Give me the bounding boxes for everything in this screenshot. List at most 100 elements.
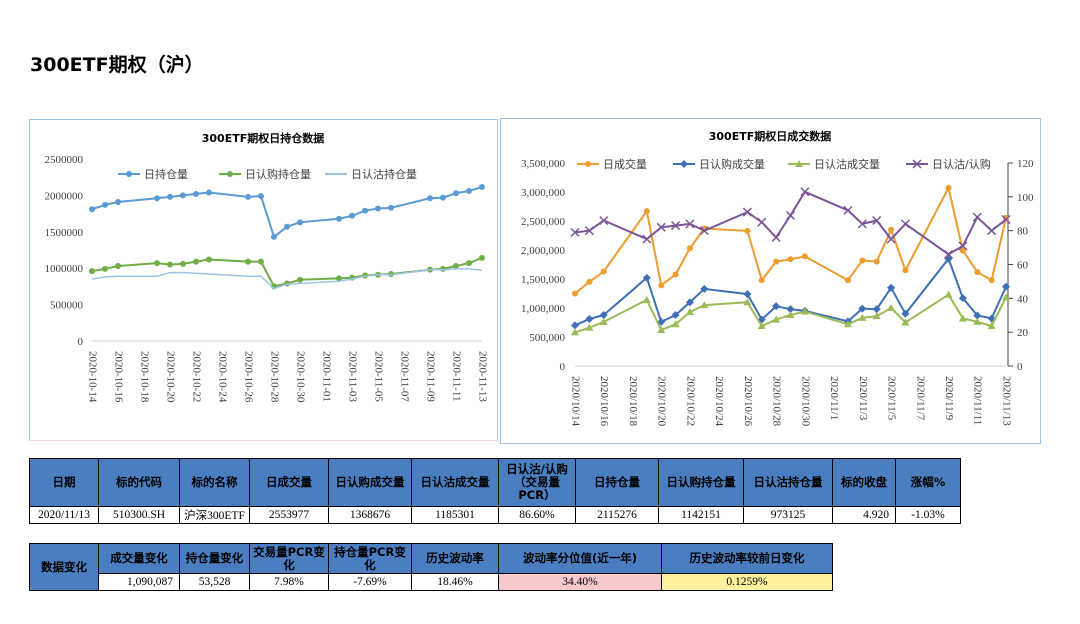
y-tick-label: 0 (78, 336, 84, 348)
data-point-b (771, 232, 781, 242)
data-point (297, 276, 303, 283)
cell-volume: 2553977 (249, 506, 329, 524)
data-point (206, 189, 212, 196)
data-point (771, 232, 781, 242)
data-point (180, 192, 186, 199)
data-point (958, 314, 967, 322)
data-point (167, 193, 173, 200)
x-tick-label: 2020/11/1 (828, 376, 840, 420)
data-point-b (857, 219, 867, 229)
y-tick-label: 1500000 (45, 227, 84, 239)
holdings-chart: 300ETF期权日持仓数据 2500000 2000000 1500000 100000… (45, 131, 489, 403)
data-point (600, 268, 607, 275)
data-point (1003, 214, 1009, 221)
legend-label: 日认沽/认购 (932, 157, 991, 171)
data-point (479, 254, 485, 261)
data-point (362, 207, 368, 214)
data-point (743, 298, 752, 306)
data-point (758, 277, 765, 284)
x-tick-label: 2020-11-05 (372, 351, 384, 402)
data-point (902, 267, 909, 274)
data-point (901, 309, 910, 318)
data-point (642, 295, 651, 303)
data-point (658, 282, 665, 289)
series-line-2 (91, 268, 483, 290)
data-point-b (599, 215, 609, 226)
data-point (571, 321, 579, 330)
data-point (773, 258, 780, 265)
page-title: 300ETF期权（沪） (30, 54, 204, 76)
cell-volume-pcr-change: 7.98% (249, 573, 329, 591)
y-tick-label: 2500000 (45, 154, 84, 166)
x-tick-label: 2020/11/3 (857, 376, 869, 421)
data-point (245, 258, 251, 265)
data-point (375, 205, 381, 212)
series-line-0 (574, 185, 1007, 295)
legend-label: 日持仓量 (144, 167, 188, 181)
legend-label: 日认沽成交量 (814, 157, 880, 171)
header-volume-change: 成交量变化 (98, 543, 180, 574)
data-point (901, 318, 910, 326)
x-tick-label: 2020/11/11 (972, 376, 984, 425)
data-point (193, 190, 199, 197)
cell-call-holdings: 1142151 (658, 506, 744, 524)
y-tick-label: 1000000 (45, 263, 84, 275)
data-point (89, 206, 95, 213)
x-tick-label: 2020/11/9 (943, 376, 955, 421)
y-tick-label: 500000 (50, 300, 84, 312)
data-point (671, 320, 680, 328)
data-point (858, 304, 867, 313)
data-point (167, 261, 173, 268)
data-point-b (757, 217, 767, 227)
data-point (89, 268, 95, 275)
data-point (672, 271, 679, 278)
header-call-holdings: 日认购持仓量 (658, 458, 744, 507)
data-point (115, 263, 121, 270)
data-point (193, 258, 199, 265)
x-tick-label: 2020/10/28 (771, 376, 783, 427)
header-volume-pcr-change: 交易量PCR变化 (249, 543, 329, 574)
data-point (959, 247, 966, 254)
x-tick-label: 2020-10-22 (190, 351, 202, 402)
y-right-tick-label: 120 (1017, 158, 1034, 170)
data-point-b (671, 221, 681, 231)
data-point (973, 311, 982, 320)
holdings-chart-panel: 300ETF期权日持仓数据 2500000 2000000 1500000 100000… (29, 119, 498, 441)
header-holdings-pcr-change: 持仓量PCR变化 (328, 543, 412, 574)
data-point (786, 305, 795, 314)
x-tick-label: 2020-10-18 (138, 351, 150, 403)
header-holdings-change: 持仓量变化 (179, 543, 250, 574)
data-point-b (785, 210, 796, 220)
data-point (973, 317, 982, 325)
data-point (657, 326, 666, 334)
data-point-b (872, 215, 882, 226)
data-point (944, 290, 953, 298)
y-right-tick-label: 0 (1017, 361, 1023, 373)
x-tick-label: 2020/10/20 (656, 376, 668, 427)
change-label: 数据变化 (29, 543, 99, 591)
data-point-b (642, 234, 652, 244)
header-close: 标的收盘 (832, 458, 896, 507)
data-point-b (944, 249, 954, 259)
legend-swatch-0-marker (126, 171, 132, 177)
cell-holdings-change: 53,528 (179, 573, 250, 591)
data-point-b (886, 234, 896, 244)
x-tick-label: 2020-11-09 (424, 351, 436, 402)
cell-name: 沪深300ETF (179, 506, 250, 524)
header-put-volume: 日认沽成交量 (411, 458, 499, 507)
cell-code: 510300.SH (98, 506, 180, 524)
data-point (987, 321, 996, 329)
data-point (800, 187, 810, 197)
x-tick-label: 2020/10/16 (598, 376, 610, 427)
cell-put-volume: 1185301 (411, 506, 499, 524)
y-right-tick-label: 20 (1017, 327, 1029, 339)
data-point (571, 328, 579, 336)
data-point (757, 217, 767, 227)
daily-data-table: 日期 标的代码 标的名称 日成交量 日认购成交量 日认沽成交量 日认沽/认购（交… (29, 458, 961, 524)
change-data-table: 数据变化 成交量变化 持仓量变化 交易量PCR变化 持仓量PCR变化 历史波动率… (29, 543, 833, 591)
data-point (427, 195, 433, 202)
header-put-holdings: 日认沽持仓量 (743, 458, 833, 507)
data-point (742, 207, 752, 217)
data-point (453, 190, 459, 197)
legend-swatch-3-marker-b (912, 159, 922, 169)
